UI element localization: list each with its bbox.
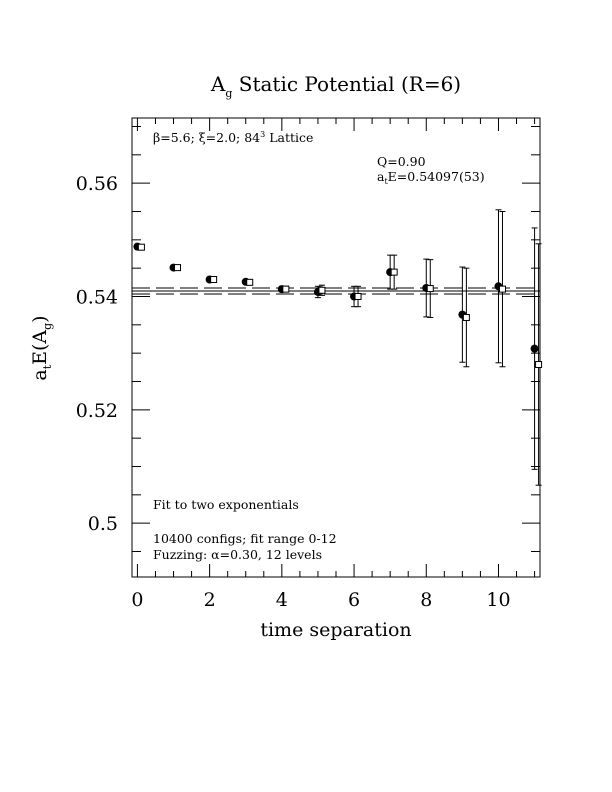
data-point-square: [426, 285, 434, 293]
plot-area: 0 2 4 6 8 10 0.5 0.52 0.54 0.56: [76, 117, 543, 611]
data-point-square: [174, 264, 182, 272]
data-point-square: [390, 268, 398, 276]
chart-title: Ag Static Potential (R=6): [210, 72, 461, 100]
data-point-square: [137, 243, 145, 251]
y-tick-label: 0.54: [76, 287, 118, 309]
data-point-square: [282, 285, 290, 293]
data-point-square: [354, 293, 362, 300]
x-tick-label: 10: [486, 589, 510, 611]
x-tick-label: 2: [204, 589, 216, 611]
x-tick-label: 4: [276, 589, 288, 611]
fuzz-annotation: Fuzzing: α=0.30, 12 levels: [153, 547, 322, 562]
data-point-square: [246, 278, 254, 286]
energy-annotation: atE=0.54097(53): [377, 169, 485, 186]
data-point-square: [318, 286, 326, 294]
y-tick-label: 0.52: [76, 400, 118, 422]
x-tick-label: 6: [348, 589, 360, 611]
y-axis-label: atE(Ag): [29, 315, 54, 380]
data-point-square: [210, 276, 218, 283]
data-point-square: [462, 313, 470, 321]
configs-annotation: 10400 configs; fit range 0-12: [153, 531, 337, 546]
q-annotation: Q=0.90: [377, 154, 426, 169]
x-tick-label: 0: [131, 589, 143, 611]
data-point-square: [498, 285, 506, 293]
data-point-circle: [530, 344, 539, 353]
x-tick-label: 8: [420, 589, 432, 611]
y-tick-label: 0.5: [88, 513, 118, 535]
x-axis-label: time separation: [260, 619, 411, 641]
fit-annotation: Fit to two exponentials: [153, 497, 299, 512]
lattice-annotation: β=5.6; ξ=2.0; 843 Lattice: [153, 130, 313, 145]
y-tick-label: 0.56: [76, 173, 118, 195]
data-point-square: [535, 361, 543, 368]
